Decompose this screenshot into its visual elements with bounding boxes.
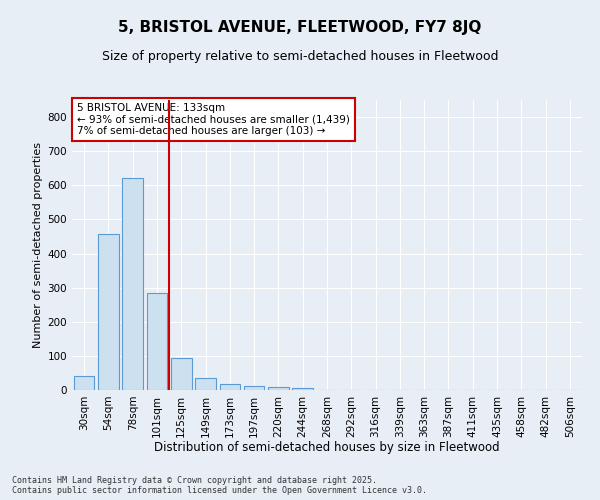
Text: 5 BRISTOL AVENUE: 133sqm
← 93% of semi-detached houses are smaller (1,439)
7% of: 5 BRISTOL AVENUE: 133sqm ← 93% of semi-d… [77, 103, 350, 136]
Bar [220, 384, 240, 390]
Bar [122, 178, 143, 390]
Text: 5, BRISTOL AVENUE, FLEETWOOD, FY7 8JQ: 5, BRISTOL AVENUE, FLEETWOOD, FY7 8JQ [118, 20, 482, 35]
Y-axis label: Number of semi-detached properties: Number of semi-detached properties [34, 142, 43, 348]
Bar [292, 388, 313, 390]
Bar [244, 386, 265, 390]
Text: Size of property relative to semi-detached houses in Fleetwood: Size of property relative to semi-detach… [102, 50, 498, 63]
Bar [146, 293, 167, 390]
Bar [74, 376, 94, 390]
Bar [98, 234, 119, 390]
Bar [171, 358, 191, 390]
X-axis label: Distribution of semi-detached houses by size in Fleetwood: Distribution of semi-detached houses by … [154, 441, 500, 454]
Bar [195, 378, 216, 390]
Bar [268, 388, 289, 390]
Text: Contains HM Land Registry data © Crown copyright and database right 2025.
Contai: Contains HM Land Registry data © Crown c… [12, 476, 427, 495]
